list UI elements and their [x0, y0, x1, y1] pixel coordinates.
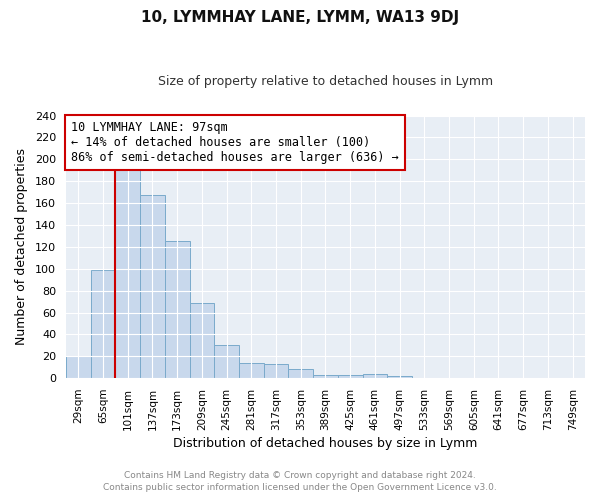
Text: 10, LYMMHAY LANE, LYMM, WA13 9DJ: 10, LYMMHAY LANE, LYMM, WA13 9DJ [141, 10, 459, 25]
Bar [387, 376, 412, 378]
Bar [115, 170, 140, 378]
Bar [190, 302, 214, 378]
Y-axis label: Number of detached properties: Number of detached properties [15, 148, 28, 346]
Bar [91, 270, 115, 378]
Bar [313, 375, 338, 378]
Bar [362, 374, 387, 378]
Bar [338, 375, 362, 378]
Bar [263, 364, 289, 378]
X-axis label: Distribution of detached houses by size in Lymm: Distribution of detached houses by size … [173, 437, 478, 450]
Bar [66, 356, 91, 378]
Bar [214, 346, 239, 378]
Title: Size of property relative to detached houses in Lymm: Size of property relative to detached ho… [158, 75, 493, 88]
Bar [239, 363, 263, 378]
Text: Contains HM Land Registry data © Crown copyright and database right 2024.
Contai: Contains HM Land Registry data © Crown c… [103, 471, 497, 492]
Text: 10 LYMMHAY LANE: 97sqm
← 14% of detached houses are smaller (100)
86% of semi-de: 10 LYMMHAY LANE: 97sqm ← 14% of detached… [71, 121, 399, 164]
Bar [140, 196, 165, 378]
Bar [289, 370, 313, 378]
Bar [165, 242, 190, 378]
